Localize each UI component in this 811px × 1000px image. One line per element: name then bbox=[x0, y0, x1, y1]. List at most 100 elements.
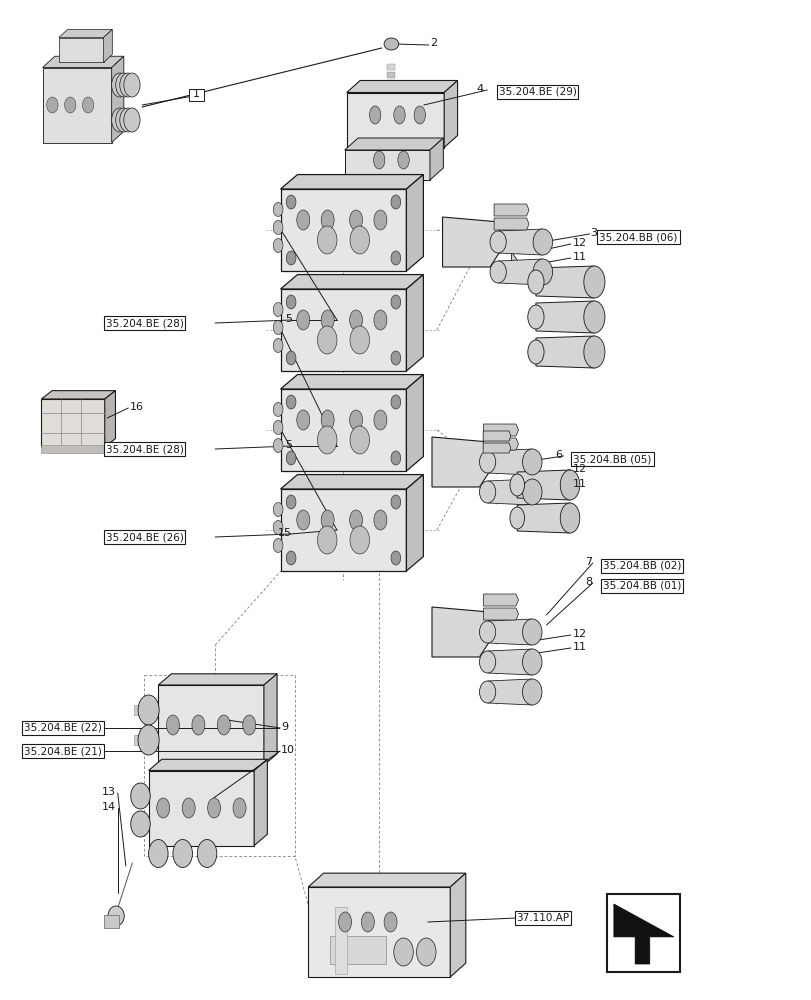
Polygon shape bbox=[58, 37, 104, 62]
Polygon shape bbox=[535, 301, 594, 333]
Polygon shape bbox=[487, 479, 532, 505]
Ellipse shape bbox=[297, 210, 309, 230]
Polygon shape bbox=[487, 619, 532, 645]
Polygon shape bbox=[334, 907, 346, 974]
Ellipse shape bbox=[390, 251, 400, 265]
Ellipse shape bbox=[47, 97, 58, 113]
Ellipse shape bbox=[138, 695, 159, 725]
Ellipse shape bbox=[191, 715, 204, 735]
Ellipse shape bbox=[509, 474, 524, 496]
Ellipse shape bbox=[532, 229, 551, 255]
Ellipse shape bbox=[521, 449, 542, 475]
Ellipse shape bbox=[233, 798, 246, 818]
Ellipse shape bbox=[317, 226, 337, 254]
Ellipse shape bbox=[173, 840, 192, 867]
Text: 10: 10 bbox=[281, 745, 294, 755]
Polygon shape bbox=[517, 470, 569, 500]
Bar bbox=[41, 445, 105, 453]
Ellipse shape bbox=[272, 302, 283, 316]
Polygon shape bbox=[517, 503, 569, 533]
Ellipse shape bbox=[390, 195, 400, 209]
Ellipse shape bbox=[349, 510, 362, 530]
Polygon shape bbox=[105, 391, 115, 447]
Ellipse shape bbox=[120, 73, 136, 97]
Polygon shape bbox=[449, 873, 466, 977]
Ellipse shape bbox=[297, 410, 309, 430]
Polygon shape bbox=[280, 175, 423, 189]
Ellipse shape bbox=[350, 226, 369, 254]
Ellipse shape bbox=[317, 326, 337, 354]
Ellipse shape bbox=[64, 97, 75, 113]
Ellipse shape bbox=[373, 410, 386, 430]
Bar bbox=[387, 72, 395, 78]
Ellipse shape bbox=[384, 912, 397, 932]
Polygon shape bbox=[148, 770, 254, 846]
Text: 1: 1 bbox=[192, 89, 200, 99]
Polygon shape bbox=[344, 138, 443, 150]
Ellipse shape bbox=[390, 395, 400, 409]
Polygon shape bbox=[280, 275, 423, 289]
Ellipse shape bbox=[583, 301, 604, 333]
Ellipse shape bbox=[112, 73, 128, 97]
Ellipse shape bbox=[390, 351, 400, 365]
Polygon shape bbox=[493, 204, 528, 216]
Text: 8: 8 bbox=[584, 577, 591, 587]
Ellipse shape bbox=[350, 426, 369, 454]
Ellipse shape bbox=[489, 261, 505, 283]
Ellipse shape bbox=[373, 310, 386, 330]
Polygon shape bbox=[158, 674, 277, 685]
Ellipse shape bbox=[157, 798, 169, 818]
Bar bbox=[387, 96, 395, 102]
Polygon shape bbox=[493, 218, 528, 230]
Ellipse shape bbox=[489, 231, 505, 253]
Ellipse shape bbox=[414, 106, 425, 124]
Ellipse shape bbox=[361, 912, 374, 932]
Ellipse shape bbox=[123, 108, 140, 132]
Ellipse shape bbox=[166, 715, 179, 735]
Ellipse shape bbox=[369, 106, 380, 124]
Text: 6: 6 bbox=[555, 450, 562, 460]
Ellipse shape bbox=[197, 840, 217, 867]
Ellipse shape bbox=[521, 619, 542, 645]
Ellipse shape bbox=[285, 295, 295, 309]
Text: 35.204.BE (28): 35.204.BE (28) bbox=[105, 318, 183, 328]
Text: 14: 14 bbox=[102, 802, 116, 812]
Polygon shape bbox=[497, 259, 542, 285]
Polygon shape bbox=[280, 475, 423, 489]
Polygon shape bbox=[406, 475, 423, 571]
Ellipse shape bbox=[527, 340, 543, 364]
Ellipse shape bbox=[393, 106, 405, 124]
Polygon shape bbox=[112, 56, 123, 142]
Ellipse shape bbox=[285, 495, 295, 509]
Ellipse shape bbox=[285, 395, 295, 409]
Polygon shape bbox=[344, 150, 429, 180]
Polygon shape bbox=[158, 685, 264, 765]
Text: 9: 9 bbox=[281, 722, 288, 732]
Text: 4: 4 bbox=[475, 84, 483, 94]
Ellipse shape bbox=[583, 336, 604, 368]
Ellipse shape bbox=[123, 73, 140, 97]
Polygon shape bbox=[613, 904, 673, 964]
Ellipse shape bbox=[317, 426, 337, 454]
Polygon shape bbox=[346, 81, 457, 93]
Ellipse shape bbox=[390, 495, 400, 509]
Ellipse shape bbox=[112, 108, 128, 132]
Text: 11: 11 bbox=[572, 642, 586, 652]
Polygon shape bbox=[535, 336, 594, 368]
Ellipse shape bbox=[131, 783, 150, 809]
Ellipse shape bbox=[208, 798, 221, 818]
Polygon shape bbox=[308, 887, 449, 977]
Ellipse shape bbox=[320, 310, 333, 330]
Ellipse shape bbox=[390, 295, 400, 309]
Ellipse shape bbox=[182, 798, 195, 818]
Text: 35.204.BB (05): 35.204.BB (05) bbox=[573, 454, 651, 464]
Bar bbox=[134, 705, 150, 715]
Ellipse shape bbox=[131, 811, 150, 837]
Polygon shape bbox=[280, 289, 406, 371]
Text: 16: 16 bbox=[130, 402, 144, 412]
Ellipse shape bbox=[272, 502, 283, 516]
Ellipse shape bbox=[338, 912, 351, 932]
Ellipse shape bbox=[521, 679, 542, 705]
Polygon shape bbox=[58, 29, 112, 37]
Bar bbox=[387, 64, 395, 70]
